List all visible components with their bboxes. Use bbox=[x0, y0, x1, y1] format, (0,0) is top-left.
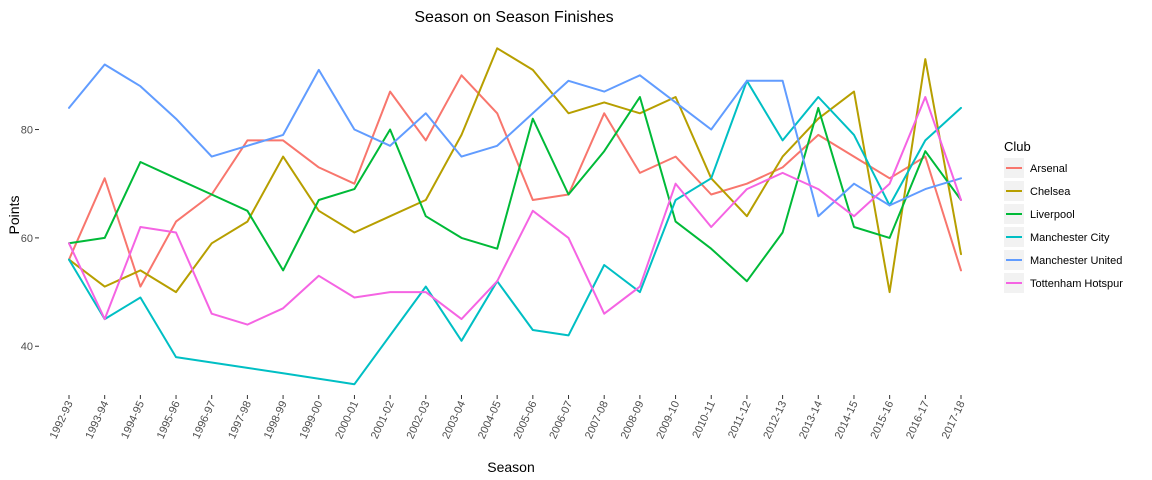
x-tick-label: 2015-16 bbox=[868, 399, 896, 441]
series-line-liverpool bbox=[68, 96, 962, 283]
x-tick-label: 2010-11 bbox=[690, 399, 718, 440]
legend-label-manchester-city: Manchester City bbox=[1030, 232, 1110, 244]
x-tick-label: 2003-04 bbox=[440, 399, 468, 441]
legend-label-tottenham-hotspur: Tottenham Hotspur bbox=[1030, 278, 1123, 290]
legend-label-manchester-united: Manchester United bbox=[1030, 255, 1122, 267]
x-tick-label: 2014-15 bbox=[833, 399, 861, 441]
plot-background bbox=[39, 32, 983, 395]
legend: Club Arsenal Chelsea Liverpool Manchester C… bbox=[1004, 139, 1123, 293]
chart-title: Season on Season Finishes bbox=[414, 9, 613, 26]
x-tick-label: 2016-17 bbox=[904, 399, 932, 441]
x-tick-label: 2006-07 bbox=[547, 399, 575, 441]
y-tick-label: 80 bbox=[21, 125, 33, 137]
x-tick-label: 1992-93 bbox=[48, 399, 76, 441]
x-tick-label: 2004-05 bbox=[476, 399, 504, 441]
legend-label-chelsea: Chelsea bbox=[1030, 186, 1071, 198]
x-tick-label: 2001-02 bbox=[369, 399, 397, 441]
series-line-arsenal bbox=[68, 74, 962, 288]
x-tick-label: 2000-01 bbox=[333, 399, 361, 441]
x-tick-label: 2008-09 bbox=[619, 399, 647, 441]
y-tick-label: 40 bbox=[21, 341, 33, 353]
x-tick-label: 1999-00 bbox=[298, 399, 326, 441]
x-axis-title: Season bbox=[487, 459, 534, 475]
y-axis-title: Points bbox=[6, 196, 22, 235]
x-tick-label: 1994-95 bbox=[119, 399, 147, 441]
x-tick-label: 2009-10 bbox=[654, 399, 682, 441]
x-tick-label: 2012-13 bbox=[761, 399, 789, 441]
x-tick-label: 1995-96 bbox=[155, 399, 183, 441]
x-tick-label: 1996-97 bbox=[191, 399, 219, 441]
plot-area bbox=[39, 32, 983, 395]
x-tick-label: 1998-99 bbox=[262, 399, 290, 441]
series-line-manchester-city bbox=[68, 79, 962, 386]
x-tick-label: 1997-98 bbox=[226, 399, 254, 441]
x-tick-label: 2017-18 bbox=[940, 399, 968, 441]
series-lines bbox=[68, 47, 962, 386]
series-line-manchester-united bbox=[68, 63, 962, 218]
y-tick-label: 60 bbox=[21, 233, 33, 245]
x-tick-label: 2013-14 bbox=[797, 399, 825, 441]
x-tick-label: 2002-03 bbox=[405, 399, 433, 441]
y-axis: 40 60 80 bbox=[21, 125, 39, 353]
x-axis: 1992-93 1993-94 1994-95 1995-96 1996-97 1997-… bbox=[48, 395, 968, 441]
series-line-chelsea bbox=[68, 47, 962, 294]
x-tick-label: 2005-06 bbox=[512, 399, 540, 441]
legend-label-arsenal: Arsenal bbox=[1030, 163, 1067, 175]
legend-label-liverpool: Liverpool bbox=[1030, 209, 1075, 221]
legend-title: Club bbox=[1004, 139, 1031, 154]
x-tick-label: 2011-12 bbox=[726, 399, 754, 440]
x-tick-label: 2007-08 bbox=[583, 399, 611, 441]
x-tick-label: 1993-94 bbox=[83, 399, 111, 441]
series-line-tottenham-hotspur bbox=[68, 96, 962, 326]
